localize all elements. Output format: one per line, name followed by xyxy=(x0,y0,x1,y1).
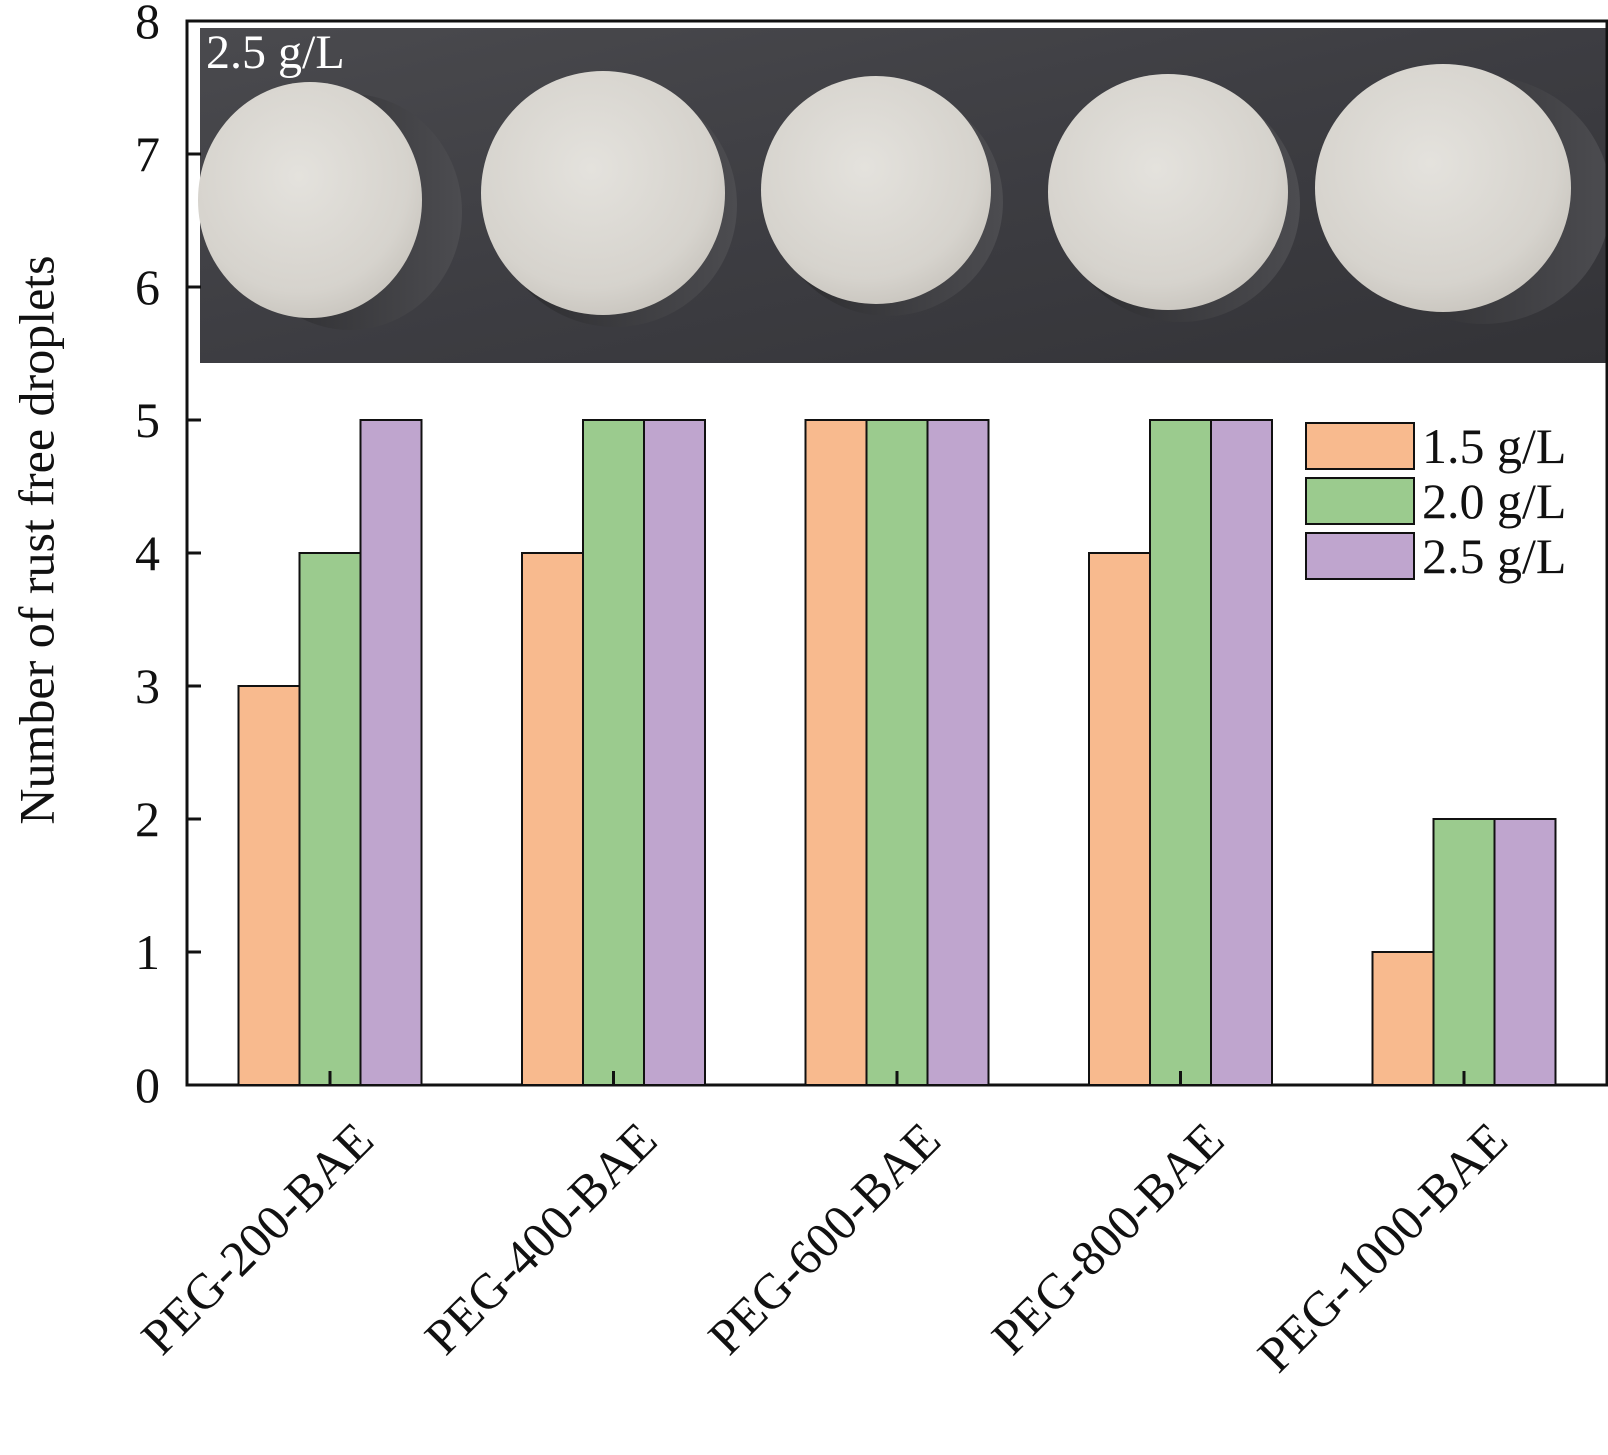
disc-top xyxy=(198,82,422,318)
bar xyxy=(1432,818,1496,1086)
bar xyxy=(865,419,929,1086)
legend-label: 1.5 g/L xyxy=(1422,418,1566,474)
legend-swatch xyxy=(1305,477,1415,525)
x-tick-label: PEG-200-BAE xyxy=(130,1111,384,1365)
bar xyxy=(298,552,362,1086)
y-tick-label: 7 xyxy=(135,126,160,182)
bar xyxy=(237,685,301,1086)
x-tick-label: PEG-800-BAE xyxy=(981,1111,1235,1365)
bar xyxy=(1371,951,1435,1086)
metal-disc xyxy=(761,76,1003,316)
bar xyxy=(1210,419,1273,1086)
legend-swatch xyxy=(1305,532,1415,580)
y-tick-label: 6 xyxy=(135,259,160,315)
bar xyxy=(804,419,868,1086)
bars xyxy=(237,419,1557,1086)
bar xyxy=(582,419,645,1086)
y-tick-label: 8 xyxy=(135,0,160,49)
bar xyxy=(1088,552,1151,1086)
legend-label: 2.5 g/L xyxy=(1422,528,1566,584)
bar xyxy=(1493,818,1557,1086)
x-tick-label: PEG-400-BAE xyxy=(414,1111,668,1365)
bar xyxy=(643,419,706,1086)
y-tick-label: 4 xyxy=(135,525,160,581)
y-axis-title: Number of rust free droplets xyxy=(8,255,64,824)
photo-label: 2.5 g/L xyxy=(206,26,345,79)
disc-top xyxy=(761,76,991,304)
y-tick-label: 2 xyxy=(135,791,160,847)
legend-label: 2.0 g/L xyxy=(1422,473,1566,529)
y-tick-label: 3 xyxy=(135,658,160,714)
y-tick-label: 1 xyxy=(135,924,160,980)
x-axis: PEG-200-BAE PEG-400-BAE PEG-600-BAE PEG-800… xyxy=(130,1071,1518,1383)
bar xyxy=(926,419,990,1086)
disc-top xyxy=(481,71,725,315)
bar xyxy=(1149,419,1212,1086)
legend: 1.5 g/L2.0 g/L2.5 g/L xyxy=(1305,418,1566,584)
y-tick-label: 0 xyxy=(135,1057,160,1113)
y-tick-label: 5 xyxy=(135,392,160,448)
y-axis: 0 1 2 3 4 5 6 7 8 xyxy=(135,0,201,1113)
metal-disc xyxy=(198,82,462,330)
bar xyxy=(521,552,584,1086)
disc-top xyxy=(1048,74,1288,310)
disc-top xyxy=(1315,64,1571,312)
metal-disc xyxy=(1048,74,1300,322)
bar xyxy=(359,419,423,1086)
legend-swatch xyxy=(1305,422,1415,470)
inset-photo: 2.5 g/L xyxy=(198,26,1608,363)
x-tick-label: PEG-600-BAE xyxy=(697,1111,951,1365)
metal-disc xyxy=(1315,64,1608,324)
x-tick-label: PEG-1000-BAE xyxy=(1247,1111,1518,1382)
metal-disc xyxy=(481,71,737,327)
